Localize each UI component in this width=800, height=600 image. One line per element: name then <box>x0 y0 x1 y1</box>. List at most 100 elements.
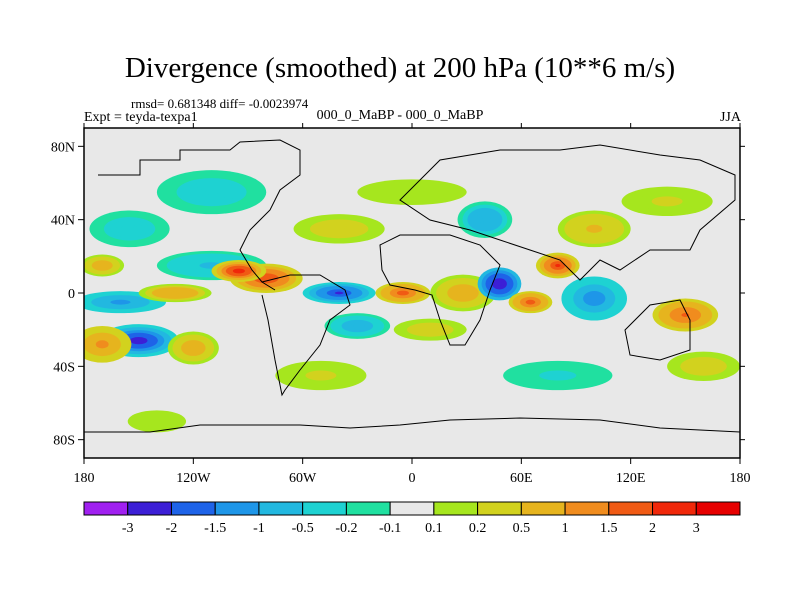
colorbar-label: 1.5 <box>600 521 618 536</box>
colorbar-swatch <box>652 501 697 516</box>
field-anomaly <box>561 276 628 321</box>
colorbar-swatch <box>170 501 216 516</box>
field-anomaly <box>84 254 125 277</box>
colorbar-swatch <box>127 501 172 516</box>
field-anomaly <box>127 410 187 433</box>
colorbar-label: -0.1 <box>379 521 401 536</box>
colorbar-label: 1 <box>562 521 569 536</box>
field-anomaly <box>275 360 367 391</box>
colorbar-swatch <box>302 501 347 516</box>
field-anomaly <box>667 351 740 382</box>
x-tick-label: 60E <box>510 471 533 486</box>
anomaly-contour-12-6 <box>459 290 467 296</box>
anomaly-contour-9-6 <box>353 324 362 328</box>
colorbar-swatch <box>214 501 260 516</box>
field-anomaly <box>621 186 713 216</box>
field-anomaly <box>89 210 170 248</box>
field-anomaly <box>477 267 522 301</box>
x-tick-label: 0 <box>409 471 416 486</box>
colorbar-swatch <box>477 501 522 516</box>
field-anomaly <box>211 260 267 282</box>
anomaly-contour-13-6 <box>496 281 503 286</box>
anomaly-contour-27-6 <box>551 373 565 378</box>
field-anomaly <box>503 360 613 391</box>
colorbar-label: -1.5 <box>204 521 226 536</box>
colorbar: -3 -2 -1.5 -1 -0.5 -0.2 -0.1 0.1 0.2 0.5 1 1.5 2 3 <box>83 501 741 536</box>
rmsd-diff-stats: rmsd= 0.681348 diff= -0.0023974 <box>131 96 309 111</box>
colorbar-label: 0.2 <box>469 521 487 536</box>
anomaly-contour-23-6 <box>661 199 673 204</box>
colorbar-label: 0.5 <box>513 521 531 536</box>
anomaly-contour-28-6 <box>699 364 708 369</box>
x-tick-label: 60W <box>289 471 317 486</box>
colorbar-label: 3 <box>693 521 700 536</box>
colorbar-label: 2 <box>649 521 656 536</box>
field-anomaly <box>138 283 212 303</box>
y-tick-label: 80N <box>51 140 75 155</box>
anomaly-contour-1-6 <box>98 342 106 347</box>
colorbar-swatch <box>520 501 566 516</box>
axes-layer: 180 120W 60W 0 60E 120E 180 80N 40N 0 40S 80S <box>51 123 751 486</box>
colorbar-swatch <box>83 501 129 516</box>
anomaly-contour-16-6 <box>590 295 599 302</box>
field-anomaly <box>508 291 553 314</box>
field-anomaly <box>357 179 467 206</box>
anomaly-contour-22-6 <box>124 226 135 232</box>
field-anomaly <box>375 282 431 304</box>
y-tick-label: 40S <box>53 360 75 375</box>
x-tick-label: 180 <box>730 471 751 486</box>
field-anomaly <box>652 298 719 332</box>
colorbar-swatch <box>258 501 304 516</box>
field-anomaly <box>302 282 376 304</box>
anomaly-contour-2-6 <box>190 346 197 350</box>
x-tick-label: 120E <box>616 471 646 486</box>
anomaly-contour-15-6 <box>527 300 534 304</box>
anomaly-contour-4-6 <box>170 291 180 295</box>
case-label: 000_0_MaBP - 000_0_MaBP <box>316 108 484 123</box>
field-anomaly <box>535 252 580 279</box>
coastline-antarctica <box>84 417 740 433</box>
coastline-north-america <box>98 139 301 291</box>
anomaly-contour-10-6 <box>399 291 407 295</box>
anomaly-contour-25-6 <box>153 420 161 423</box>
anomaly-contour-29-6 <box>99 264 105 267</box>
anomaly-contour-6-6 <box>261 276 271 281</box>
y-tick-label: 40N <box>51 214 75 229</box>
field-anomaly <box>324 313 391 339</box>
colorbar-swatch <box>564 501 610 516</box>
field-anomaly <box>457 201 513 239</box>
colorbar-swatch <box>389 501 435 516</box>
anomaly-contour-21-6 <box>333 227 345 231</box>
colorbar-swatch <box>345 501 391 516</box>
experiment-label: Expt = teyda-texpa1 <box>84 110 198 125</box>
field-anomaly <box>84 326 132 363</box>
y-tick-label: 0 <box>68 287 75 302</box>
field-anomaly <box>167 331 219 365</box>
anomaly-contour-0-6 <box>133 338 144 343</box>
field-layer <box>84 128 740 458</box>
chart-title: Divergence (smoothed) at 200 hPa (10**6 … <box>124 52 676 84</box>
field-anomaly <box>557 210 631 248</box>
x-tick-label: 180 <box>74 471 95 486</box>
coastline-australia <box>624 299 691 361</box>
y-tick-label: 80S <box>53 434 75 449</box>
anomaly-contour-14-6 <box>555 263 561 268</box>
field-anomaly <box>156 170 267 215</box>
anomaly-contour-19-6 <box>481 217 489 222</box>
coastline-layer <box>84 139 740 433</box>
colorbar-swatch <box>433 501 479 516</box>
anomaly-contour-20-6 <box>589 226 599 232</box>
field-anomaly <box>293 214 385 244</box>
anomaly-contour-11-6 <box>425 328 435 331</box>
coastline-eurasia <box>399 144 736 281</box>
anomaly-contour-3-6 <box>114 300 126 304</box>
coastline-africa <box>379 234 501 346</box>
colorbar-label: -2 <box>166 521 178 536</box>
colorbar-label: -0.5 <box>292 521 314 536</box>
colorbar-swatch <box>695 501 741 516</box>
coastline-south-america <box>261 274 351 397</box>
colorbar-label: 0.1 <box>425 521 443 536</box>
anomaly-contour-8-6 <box>334 291 344 295</box>
colorbar-label: -3 <box>122 521 134 536</box>
